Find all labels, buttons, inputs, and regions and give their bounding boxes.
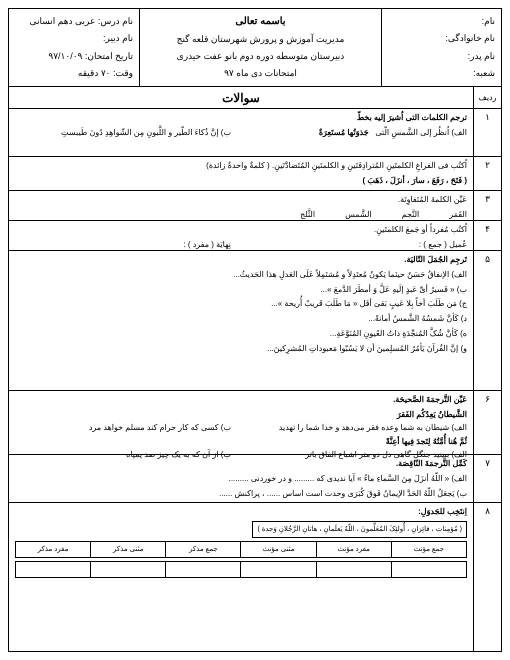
- q7-row: کَمِّل التَّرجمَةَ النّاقِصَة. الف) « ال…: [9, 455, 473, 503]
- q2-words: ( فَتَحَ ، رَفَعَ ، سارَ ، أنزَلَ ، ذَهَ…: [15, 175, 467, 188]
- q8-col5: مفرد مذکر: [16, 542, 90, 557]
- questions-body: ۱ ۲ ۳ ۴ ۵ ۶ ۷ ۸ ترجم الکلمات التی اُشیرَ…: [9, 109, 501, 651]
- questions-title: سوالات: [9, 91, 473, 105]
- q5-e: ه) کَأنَّ شُکَّ المُنجِّدَةِ ذاتُ العُیو…: [15, 328, 467, 341]
- q6-row: عَیِّن التَّرجمَةَ الصَّحیحَة. الشَّیطان…: [9, 391, 473, 455]
- name-label: نام:: [388, 16, 495, 27]
- q8-col2: مثنی مؤنث: [240, 542, 315, 557]
- q4-num: ۴: [474, 221, 501, 251]
- q7-prompt: کَمِّل التَّرجمَةَ النّاقِصَة.: [15, 458, 467, 471]
- q6-prompt: عَیِّن التَّرجمَةَ الصَّحیحَة.: [15, 394, 467, 407]
- q8-e0: [391, 562, 466, 577]
- q4-row: اُکتُب مُفرداً أو جَمعَ الکلمتَینِ. عُمی…: [9, 221, 473, 251]
- exam-meta-col: نام درس: عربی دهم انسانی نام دبیر: تاریخ…: [9, 9, 139, 86]
- q8-e5: [16, 562, 90, 577]
- student-info-col: نام: نام خانوادگی: نام پدر: شعبه:: [381, 9, 501, 86]
- ministry: مدیریت آموزش و پرورش شهرستان قلعه گنج: [146, 34, 375, 45]
- q7-b: ب) یَجعَلُ اللّهُ الحَدَّ الإیمانُ فَوقَ…: [15, 488, 467, 501]
- q2-row: اُکتُب فی الفراغِ الکلمتَینِ المُترادِفَ…: [9, 157, 473, 191]
- row-header: ردیف: [473, 87, 501, 108]
- q8-table-header: جمع مؤنث مفرد مؤنث مثنی مؤنث جمع مذکر مث…: [15, 541, 467, 558]
- q4-a: عُمیل ( جمع ) :: [251, 239, 467, 252]
- q2-num: ۲: [474, 157, 501, 191]
- questions-content: ترجم الکلمات التی اُشیرَ إلیه بخطّ الف) …: [9, 109, 473, 651]
- q8-col3: جمع مذکر: [165, 542, 240, 557]
- q8-options: ( مُؤمِنات ، فائِزانِ ، أُولئِکَ المُعَل…: [252, 521, 467, 538]
- q5-c: ج) مَن طَلَبَ أخاً بِلا عَیبٍ بَقیَ أفَل…: [15, 298, 467, 311]
- q5-row: تَرجِم الجُمَلَ التّالیَة. الف) الإنفاقُ…: [9, 251, 473, 391]
- q6-a-opt1: الف) شیطان به شما وعده فقر می‌دهد و خدا …: [251, 422, 467, 435]
- bismillah: باسمه تعالی: [146, 16, 375, 27]
- q1-a2: جَذوَتُها مُستَعِرَةٌ: [319, 128, 369, 137]
- q3-opt2: النَّجم: [402, 209, 420, 222]
- q3-opt1: القَمَر: [449, 209, 467, 222]
- q8-prompt: اِنتَخِب للجَدوَلِ:: [15, 506, 467, 519]
- q5-b: ب) « فَسیرُ أیِّ عَبدٍ إلَیهِ عَلَّ وَ أ…: [15, 284, 467, 297]
- q8-e2: [240, 562, 315, 577]
- q8-col0: جمع مؤنث: [391, 542, 466, 557]
- q8-num: ۸: [474, 503, 501, 651]
- exam-page: نام: نام خانوادگی: نام پدر: شعبه: باسمه …: [8, 8, 502, 652]
- q8-e3: [165, 562, 240, 577]
- q6-b-label: ثُمَّ هُنا أُمَّتُهُ لِتَجدَ فِیها أعِنَ…: [15, 436, 467, 449]
- q8-row: اِنتَخِب للجَدوَلِ: ( مُؤمِنات ، فائِزان…: [9, 503, 473, 651]
- q8-table-empty: [15, 561, 467, 578]
- q5-a: الف) الإنفاقُ حَسَنٌ حینَما یَکونُ مُعتَ…: [15, 269, 467, 282]
- q4-prompt: اُکتُب مُفرداً أو جَمعَ الکلمتَینِ.: [15, 224, 467, 237]
- q7-num: ۷: [474, 455, 501, 503]
- q3-opt3: الشَّمس: [345, 209, 372, 222]
- q1-a: الف) اُنظُر إلی الشَّمسِ الّتی: [375, 128, 467, 137]
- q8-col4: مثنی مذکر: [90, 542, 165, 557]
- q6-a-opt2: ب) کسی که کار حرام کند مسلم خواهد مرد: [15, 422, 231, 435]
- time-label: وقت: ۷۰ دقیقه: [15, 68, 133, 79]
- q5-d: د) کَأنَّ شَمسُهُ الشَّمسُ أمانةً...: [15, 313, 467, 326]
- q1-prompt: ترجم الکلمات التی اُشیرَ إلیه بخطّ: [15, 112, 467, 125]
- branch-label: شعبه:: [388, 68, 495, 79]
- q3-num: ۳: [474, 191, 501, 221]
- q2-prompt: اُکتُب فی الفراغِ الکلمتَینِ المُترادِفَ…: [15, 160, 467, 173]
- date-label: تاریخ امتحان: ۹۷/۱۰/۰۹: [15, 51, 133, 62]
- q1-row: ترجم الکلمات التی اُشیرَ إلیه بخطّ الف) …: [9, 109, 473, 157]
- q8-e1: [316, 562, 391, 577]
- exam-period: امتحانات دی ماه ۹۷: [146, 68, 375, 79]
- school-info-col: باسمه تعالی مدیریت آموزش و پرورش شهرستان…: [139, 9, 381, 86]
- lesson-label: نام درس: عربی دهم انسانی: [15, 16, 133, 27]
- father-label: نام پدر:: [388, 51, 495, 62]
- q3-opt4: الثَّلج: [300, 209, 315, 222]
- school: دبیرستان متوسطه دوره دوم بانو عفت حیدری: [146, 51, 375, 62]
- teacher-label: نام دبیر:: [15, 33, 133, 44]
- questions-header-row: ردیف سوالات: [9, 87, 501, 109]
- q6-a-label: الشَّیطانُ یَعِدُکُم الفَقرَ: [15, 409, 467, 422]
- q5-prompt: تَرجِم الجُمَلَ التّالیَة.: [15, 254, 467, 267]
- q5-f: و) إنَّ القُرآنَ یَأمُرُ المُسلِمینَ أن …: [15, 343, 467, 356]
- q1-b: ب) إنَّ ذُکاءَ الطّیر و اللَّبونِ مِن ال…: [15, 127, 231, 140]
- q8-col1: مفرد مؤنث: [316, 542, 391, 557]
- q5-num: ۵: [474, 251, 501, 391]
- q3-row: عَیِّن الکلمةَ المُتَفاوِتَة. القَمَر ال…: [9, 191, 473, 221]
- q8-e4: [90, 562, 165, 577]
- exam-header: نام: نام خانوادگی: نام پدر: شعبه: باسمه …: [9, 9, 501, 87]
- q4-b: نِهایَة ( مفرد ) :: [15, 239, 231, 252]
- q7-a: الف) « اللّهُ أنزَلَ مِنَ السَّماءِ ماءً…: [15, 473, 467, 486]
- q3-prompt: عَیِّن الکلمةَ المُتَفاوِتَة.: [15, 194, 467, 207]
- q6-num: ۶: [474, 391, 501, 455]
- family-label: نام خانوادگی:: [388, 33, 495, 44]
- q1-num: ۱: [474, 109, 501, 157]
- row-numbers-col: ۱ ۲ ۳ ۴ ۵ ۶ ۷ ۸: [473, 109, 501, 651]
